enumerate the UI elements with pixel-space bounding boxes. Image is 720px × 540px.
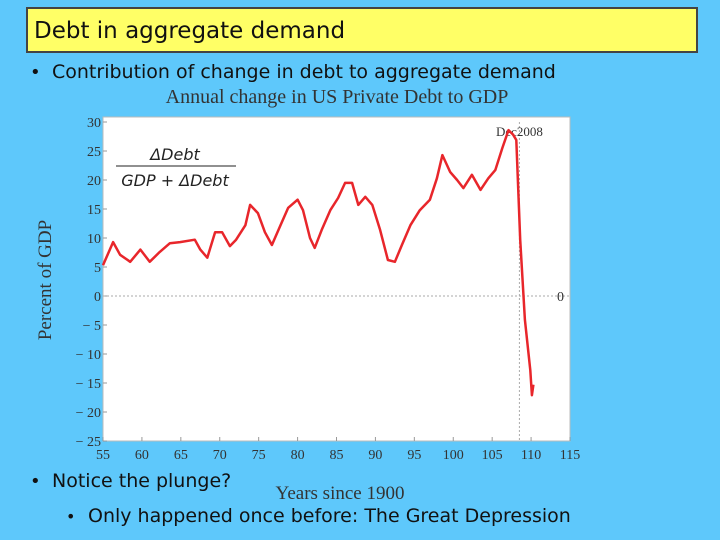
y-tick-label: − 5 [83, 319, 101, 334]
x-tick-label: 105 [482, 448, 503, 463]
line [101, 128, 535, 397]
bullet-dot: • [30, 62, 41, 83]
x-tick-label: 75 [252, 448, 266, 463]
x-tick-label: 60 [135, 448, 149, 463]
x-tick-label: 65 [174, 448, 188, 463]
formula-denominator: GDP + ΔDebt [121, 171, 229, 190]
x-tick-label: 110 [521, 448, 541, 463]
x-tick-label: 95 [407, 448, 421, 463]
bullet-dot: • [30, 471, 41, 492]
bullet: Notice the plunge? [52, 470, 231, 492]
bullet-dot: • [66, 507, 75, 526]
chart: Annual change in US Private Debt to GDP Y… [35, 86, 580, 504]
x-axis-label: Years since 1900 [276, 483, 405, 504]
x-tick-label: 80 [291, 448, 305, 463]
y-tick-label: 10 [87, 232, 101, 247]
y-tick-label: 20 [87, 174, 101, 189]
y-tick-label: − 15 [76, 377, 101, 392]
x-tick-label: 70 [213, 448, 227, 463]
y-tick-label: 30 [87, 116, 101, 131]
x-tick-label: 100 [443, 448, 464, 463]
reference-label: Dec2008 [496, 124, 543, 139]
chart-title: Annual change in US Private Debt to GDP [166, 86, 509, 108]
x-tick-label: 85 [330, 448, 344, 463]
y-tick-label: 0 [94, 290, 101, 305]
y-tick-label: − 25 [76, 435, 101, 450]
y-axis-label: Percent of GDP [35, 220, 56, 340]
x-tick-label: 115 [560, 448, 580, 463]
x-tick-label: 90 [368, 448, 382, 463]
y-tick-label: − 10 [76, 348, 101, 363]
formula-numerator: ΔDebt [148, 145, 200, 164]
plot-area [102, 116, 571, 442]
y-tick-label: 25 [87, 145, 101, 160]
y-tick-label: 5 [94, 261, 101, 276]
bullet: Only happened once before: The Great Dep… [88, 505, 571, 527]
bullet: Contribution of change in debt to aggreg… [52, 61, 556, 83]
slide-title: Debt in aggregate demand [34, 18, 345, 44]
y-tick-label: − 20 [76, 406, 101, 421]
x-tick-label: 55 [96, 448, 110, 463]
zero-label: 0 [557, 290, 564, 305]
title-box [26, 7, 698, 53]
y-tick-label: 15 [87, 203, 101, 218]
